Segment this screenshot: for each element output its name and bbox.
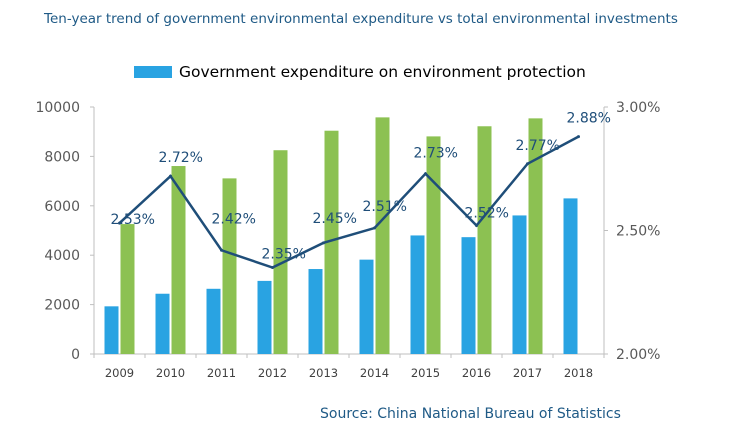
line-data-label: 2.51% — [363, 199, 407, 215]
x-tick-label: 2014 — [360, 366, 389, 380]
y-left-tick-label: 6000 — [44, 199, 80, 215]
x-tick-label: 2018 — [564, 366, 593, 380]
chart-title: Ten-year trend of government environment… — [44, 11, 678, 27]
bar-government-expenditure — [512, 215, 527, 354]
line-data-label: 2.35% — [262, 247, 306, 263]
line-data-label: 2.77% — [516, 138, 560, 154]
line-point — [118, 221, 121, 225]
line-data-label: 2.45% — [313, 211, 357, 227]
bar-series-2 — [324, 130, 339, 354]
line-point — [577, 135, 580, 139]
y-left-tick-label: 8000 — [44, 149, 80, 165]
y-left-tick-label: 0 — [71, 347, 80, 363]
line-data-label: 2.72% — [159, 150, 203, 166]
bar-government-expenditure — [563, 198, 578, 354]
bar-series-2 — [171, 166, 186, 354]
bar-series-2 — [375, 117, 390, 355]
x-tick-label: 2015 — [411, 366, 440, 380]
bar-government-expenditure — [206, 288, 221, 354]
legend-swatch-government-expenditure — [134, 66, 172, 78]
x-tick-label: 2013 — [309, 366, 338, 380]
line-point — [424, 172, 427, 176]
y-right-tick-label: 2.00% — [616, 347, 660, 363]
line-data-label: 2.73% — [414, 146, 458, 162]
line-point — [373, 226, 376, 230]
line-data-label: 2.88% — [567, 111, 611, 127]
bar-series-2 — [273, 150, 288, 354]
line-series — [118, 135, 580, 269]
line-data-label: 2.53% — [111, 212, 155, 228]
line-point — [322, 241, 325, 245]
legend-label-government-expenditure: Government expenditure on environment pr… — [179, 63, 586, 81]
bar-government-expenditure — [461, 237, 476, 354]
bar-government-expenditure — [308, 269, 323, 354]
bar-government-expenditure — [410, 235, 425, 354]
x-tick-label: 2010 — [156, 366, 185, 380]
bar-government-expenditure — [104, 306, 119, 354]
y-left-tick-label: 10000 — [35, 100, 80, 116]
y-left-tick-label: 2000 — [44, 298, 80, 314]
bar-government-expenditure — [155, 293, 170, 354]
line-data-label: 2.52% — [465, 206, 509, 222]
y-right-tick-label: 2.50% — [616, 224, 660, 240]
x-tick-label: 2017 — [513, 366, 542, 380]
y-right-tick-label: 3.00% — [616, 100, 660, 116]
line-point — [475, 224, 478, 228]
legend: Government expenditure on environment pr… — [134, 63, 586, 81]
line-point — [526, 162, 529, 166]
bar-series-2 — [477, 126, 492, 355]
x-tick-label: 2009 — [105, 366, 134, 380]
y-left-tick-label: 4000 — [44, 248, 80, 264]
line-point — [220, 248, 223, 252]
line-data-label: 2.42% — [212, 211, 256, 227]
line-point — [271, 266, 274, 270]
bar-series-2 — [426, 136, 441, 354]
bar-government-expenditure — [359, 259, 374, 354]
x-tick-label: 2016 — [462, 366, 491, 380]
bar-series-2 — [120, 224, 135, 354]
bar-government-expenditure — [257, 280, 272, 354]
source-note: Source: China National Bureau of Statist… — [320, 406, 621, 422]
x-tick-label: 2012 — [258, 366, 287, 380]
bar-series-2 — [528, 118, 543, 354]
line-point — [169, 174, 172, 178]
bar-series-2 — [222, 178, 237, 354]
x-tick-label: 2011 — [207, 366, 236, 380]
